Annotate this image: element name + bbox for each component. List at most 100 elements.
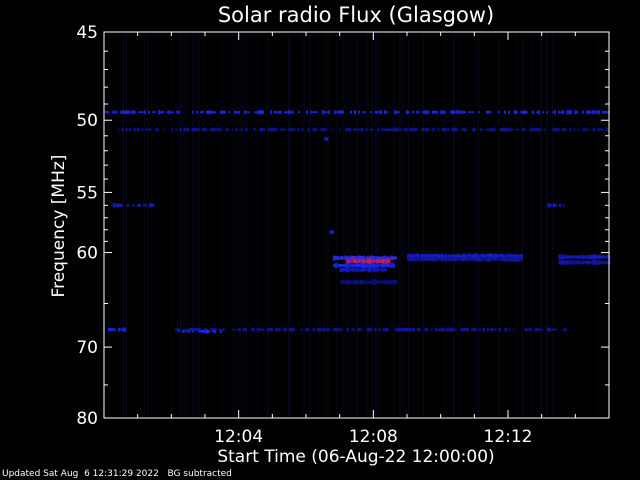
interference-band-cell [279, 128, 282, 131]
interference-band-cell [461, 128, 464, 132]
interference-band-cell [253, 128, 256, 132]
noise-streak [318, 34, 320, 416]
emission-cell [517, 256, 519, 262]
interference-band-cell [136, 204, 139, 207]
interference-band-cell [504, 110, 506, 114]
interference-band-cell [466, 327, 469, 332]
emission-cell [345, 267, 348, 273]
emission-cell [389, 280, 392, 285]
interference-band-cell [209, 128, 212, 132]
interference-band-cell [150, 203, 153, 208]
emission-cell [419, 254, 421, 258]
interference-band-cell [322, 110, 324, 115]
interference-band-cell [250, 328, 253, 332]
interference-band-cell [162, 110, 164, 114]
interference-band-cell [561, 128, 564, 132]
emission-cell [582, 260, 585, 265]
noise-streak [411, 34, 413, 416]
noise-streak [144, 34, 145, 416]
interference-band-cell [430, 328, 433, 331]
interference-band-cell [381, 128, 384, 132]
interference-band-cell [400, 328, 403, 332]
emission-cell [385, 280, 388, 285]
emission-cell [373, 267, 376, 272]
interference-band-cell [365, 128, 368, 132]
noise-streak [537, 34, 538, 416]
interference-band-cell [324, 328, 327, 331]
interference-band-cell [416, 110, 418, 114]
interference-band-cell [586, 110, 588, 114]
emission-cell [588, 255, 591, 259]
interference-band-cell [205, 128, 208, 132]
emission-cell [377, 280, 380, 285]
interference-band-cell [234, 110, 236, 114]
interference-band-cell [112, 328, 114, 332]
emission-cell [392, 263, 395, 268]
noise-streak [423, 34, 424, 416]
interference-band-cell [399, 128, 402, 132]
interference-band-cell [562, 110, 564, 115]
emission-cell [378, 264, 381, 267]
emission-cell [493, 254, 495, 258]
emission-cell [459, 257, 461, 261]
interference-band-cell [361, 127, 364, 132]
emission-cell [380, 263, 383, 268]
interference-band-cell [220, 110, 222, 114]
interference-band-cell [331, 128, 334, 131]
interference-band-cell [427, 128, 430, 132]
emission-cell [354, 256, 357, 260]
interference-band-cell [606, 110, 608, 114]
emission-cell [459, 254, 461, 258]
interference-band-cell [380, 110, 382, 115]
emission-cell [467, 256, 469, 262]
interference-band-cell [418, 111, 420, 114]
interference-band-cell [310, 110, 312, 114]
interference-band-cell [445, 128, 448, 131]
emission-cell [580, 260, 583, 264]
emission-cell [347, 279, 350, 285]
emission-cell [509, 256, 511, 262]
emission-cell [379, 280, 382, 284]
emission-cell [361, 267, 364, 272]
interference-band-cell [280, 110, 282, 114]
interference-band-cell [474, 328, 477, 332]
interference-band-cell [325, 128, 328, 131]
interference-band-cell [328, 110, 330, 115]
interference-band-cell [148, 203, 151, 208]
interference-band-cell [357, 128, 360, 131]
interference-band-cell [314, 111, 316, 114]
noise-streak [408, 34, 409, 416]
noise-streak [366, 34, 368, 416]
x-axis-label: Start Time (06-Aug-22 12:00:00) [217, 447, 494, 467]
interference-band-cell [349, 127, 352, 132]
emission-cell [501, 253, 503, 258]
interference-band-cell [129, 128, 132, 132]
interference-band-cell [360, 328, 363, 331]
emission-cell [365, 268, 368, 272]
emission-cell [435, 253, 437, 259]
interference-band-cell [118, 203, 121, 207]
interference-band-cell [384, 110, 386, 115]
interference-band-cell [340, 110, 342, 115]
emission-cell [378, 256, 381, 260]
interference-band-cell [350, 328, 353, 331]
interference-band-cell [508, 110, 510, 114]
noise-streak [315, 34, 316, 416]
interference-band-cell [122, 110, 124, 115]
emission-cell [445, 253, 447, 258]
emission-cell [415, 256, 417, 262]
interference-band-cell [433, 128, 436, 131]
noise-streak [444, 34, 446, 416]
interference-band-cell [402, 328, 405, 332]
emission-cell [344, 255, 347, 261]
interference-band-cell [155, 127, 158, 132]
updated-timestamp: Updated Sat Aug 6 12:31:29 2022 [2, 469, 159, 479]
interference-band-cell [196, 110, 198, 114]
noise-streak [180, 34, 182, 416]
emission-cell [584, 260, 587, 264]
interference-band-cell [179, 128, 182, 132]
emission-cell [578, 259, 581, 265]
emission-cell [355, 279, 358, 285]
interference-band-cell [533, 127, 536, 132]
interference-band-cell [126, 204, 129, 207]
